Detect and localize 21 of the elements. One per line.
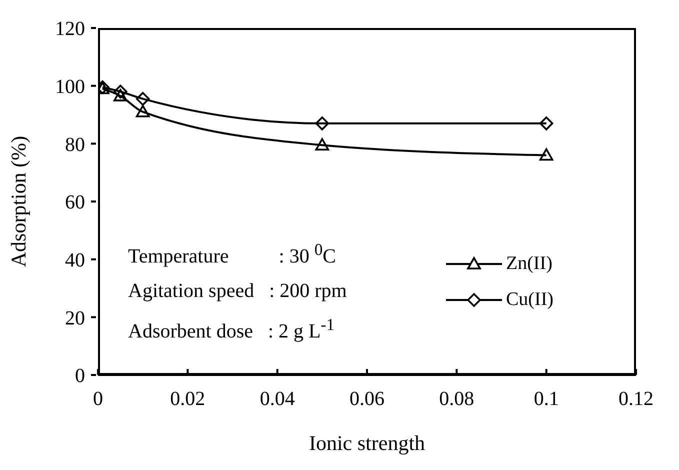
annotation: Adsorbent dose : 2 g L$^{-1}$	[128, 314, 336, 344]
y-tick-label: 0	[75, 365, 85, 388]
x-tick-label: 0.12	[618, 388, 654, 410]
legend-label: Zn(II)	[506, 253, 552, 275]
x-tick-label: 0.02	[170, 388, 206, 410]
y-tick-label: 40	[65, 249, 85, 272]
x-tick-label: 0.06	[350, 388, 384, 410]
x-tick-label: 0.04	[260, 388, 295, 410]
y-tick-label: 80	[65, 134, 85, 156]
annotation: Agitation speed : 200 rpm	[128, 278, 347, 304]
x-tick-label: 0	[93, 388, 103, 410]
x-tick-label: 0.08	[439, 388, 474, 410]
annotation: Temperature : 30 $^{0}$C	[128, 239, 337, 270]
y-axis-title: Adsorption (%)	[6, 136, 30, 268]
x-axis-title: Ionic strength	[308, 431, 426, 455]
y-tick-label: 60	[65, 192, 85, 214]
y-tick-label: 20	[65, 307, 85, 330]
legend-label: Cu(II)	[506, 289, 554, 311]
x-tick-label: 0.1	[534, 388, 559, 410]
y-tick-label: 100	[55, 76, 85, 98]
y-tick-label: 120	[55, 18, 85, 40]
